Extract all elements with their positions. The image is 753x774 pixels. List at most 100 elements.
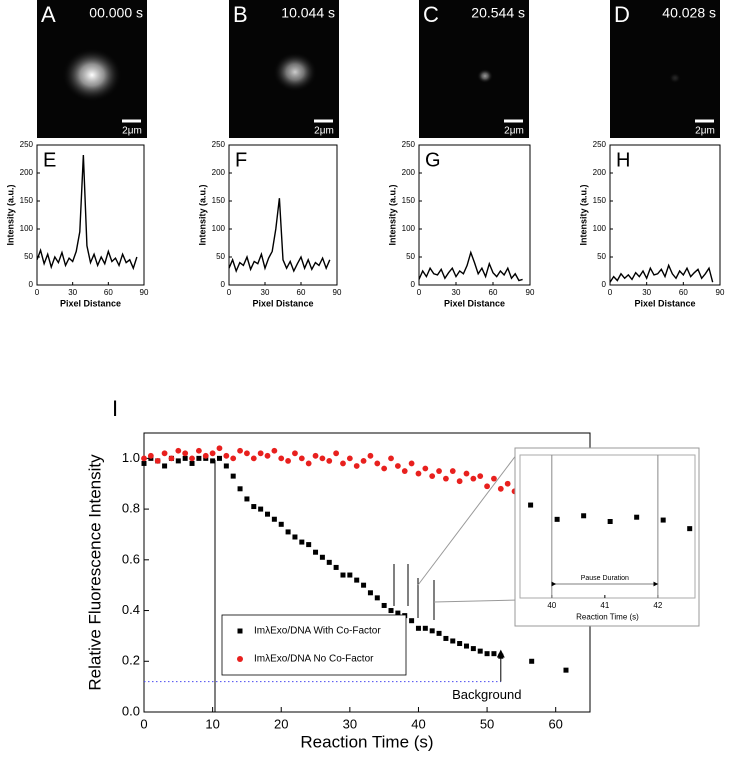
y-tick-label: 0 <box>221 280 226 289</box>
y-tick-label: 0.0 <box>122 703 140 718</box>
data-point <box>202 452 209 459</box>
data-point <box>463 643 469 649</box>
data-point <box>347 572 353 578</box>
data-point <box>326 458 333 464</box>
data-point <box>319 455 326 462</box>
plot-frame <box>519 454 696 599</box>
data-point <box>497 485 504 492</box>
data-point <box>340 460 346 467</box>
profile-line <box>36 155 138 271</box>
x-tick-label: 0 <box>227 288 232 297</box>
y-axis-title: Intensity (a.u.) <box>197 184 207 245</box>
pause-label: Pause Duration <box>581 575 629 582</box>
data-point <box>660 517 666 523</box>
data-point <box>498 653 504 659</box>
data-point <box>340 572 346 578</box>
data-point <box>554 516 560 522</box>
x-tick-label: 20 <box>274 716 288 731</box>
y-tick-label: 0 <box>29 280 34 289</box>
data-point <box>264 452 271 459</box>
y-tick-label: 200 <box>402 168 416 177</box>
y-tick-label: 0.8 <box>122 501 140 516</box>
data-point <box>182 455 188 461</box>
x-tick-label: 60 <box>297 288 306 297</box>
plot-frame <box>609 144 721 286</box>
data-point <box>141 460 147 466</box>
x-tick-label: 30 <box>452 288 461 297</box>
data-point <box>346 455 353 462</box>
data-point <box>463 470 470 477</box>
profile-line <box>418 250 523 282</box>
y-tick-label: 250 <box>212 140 226 149</box>
data-point <box>141 455 147 462</box>
data-point <box>209 450 216 457</box>
data-point <box>189 460 195 466</box>
legend-label: ImλExo/DNA No Co-Factor <box>254 654 374 665</box>
data-point <box>436 468 442 474</box>
data-point <box>529 658 535 664</box>
data-point <box>491 475 497 482</box>
y-tick-label: 0 <box>411 280 416 289</box>
y-axis-title: Intensity (a.u.) <box>387 184 397 245</box>
data-point <box>394 463 401 469</box>
data-point <box>429 473 436 480</box>
data-point <box>388 455 394 462</box>
x-tick-label: 30 <box>68 288 77 297</box>
data-point <box>504 480 511 487</box>
data-point <box>278 521 284 527</box>
data-point <box>223 463 229 469</box>
data-point <box>237 447 243 454</box>
data-point <box>313 549 319 555</box>
data-point <box>271 447 278 454</box>
fluorescent-spot <box>62 48 122 102</box>
x-tick-label: 90 <box>333 288 342 297</box>
fluorescent-spot <box>477 68 493 84</box>
data-point <box>449 468 456 474</box>
scale-label: 2μm <box>695 126 715 137</box>
data-point <box>292 450 298 457</box>
data-point <box>175 447 182 454</box>
y-tick-label: 100 <box>212 224 226 233</box>
data-point <box>477 648 483 654</box>
data-point <box>182 450 189 457</box>
y-axis-title: Relative Fluorescence Intensity <box>85 454 104 691</box>
data-point <box>395 610 401 616</box>
x-tick-label: 90 <box>140 288 149 297</box>
data-point <box>216 445 223 452</box>
data-point <box>457 641 463 647</box>
panel-label: F <box>235 149 247 171</box>
data-point <box>374 460 381 467</box>
y-tick-label: 200 <box>212 168 226 177</box>
panel-label: E <box>43 149 56 171</box>
x-tick-label: 41 <box>600 601 609 610</box>
data-point <box>333 564 339 570</box>
data-point <box>244 450 250 457</box>
data-point <box>381 602 387 608</box>
data-point <box>161 450 168 457</box>
data-point <box>292 534 298 540</box>
data-point <box>237 486 243 492</box>
data-point <box>409 618 415 624</box>
y-axis-title: Intensity (a.u.) <box>578 184 588 245</box>
panel-label: C <box>423 2 439 27</box>
data-point <box>634 514 640 520</box>
data-point <box>298 455 305 462</box>
data-point <box>250 455 257 462</box>
data-point <box>189 455 195 462</box>
data-point <box>581 513 587 519</box>
plot-frame <box>36 144 145 286</box>
zoom-connectors <box>417 449 521 603</box>
data-point <box>230 455 237 462</box>
data-point <box>244 496 250 502</box>
annotation: Background <box>452 687 521 702</box>
y-tick-label: 150 <box>212 196 226 205</box>
data-point <box>607 518 613 524</box>
data-point <box>285 529 291 535</box>
data-point <box>528 502 534 508</box>
x-axis-title: Reaction Time (s) <box>300 733 433 752</box>
fluorescent-spot <box>273 52 317 92</box>
data-point <box>470 475 477 482</box>
x-axis-title: Pixel Distance <box>252 299 313 309</box>
y-tick-label: 100 <box>593 224 607 233</box>
data-point <box>484 483 490 490</box>
